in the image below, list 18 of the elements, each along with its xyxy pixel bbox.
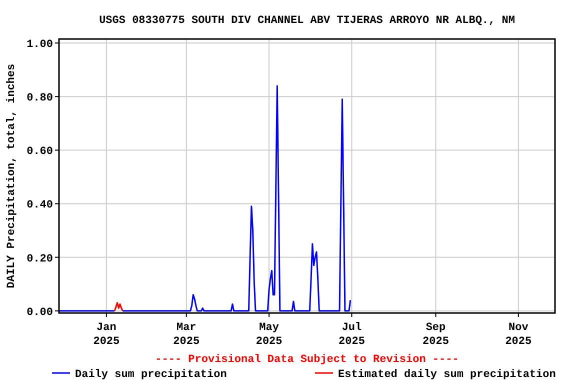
- x-tick-label: Nov 2025: [505, 322, 532, 348]
- y-tick-label: 0.80: [26, 92, 53, 105]
- line-series: [114, 302, 124, 312]
- y-tick-label: 1.00: [26, 39, 53, 52]
- text: ---- Provisional Data Subject to Revision ----: [155, 354, 459, 366]
- x-tick-label: May 2025: [256, 322, 283, 348]
- y-tick-label: 0.20: [26, 253, 53, 266]
- legend-label: Daily sum precipitation: [75, 369, 227, 381]
- y-tick-label: 0.60: [26, 146, 53, 158]
- y-axis-title: DAILY Precipitation, total, inches: [6, 64, 18, 288]
- y-tick-label: 0.00: [26, 306, 53, 319]
- x-tick-label: Mar 2025: [173, 322, 200, 348]
- x-tick-label: Sep 2025: [422, 322, 450, 348]
- chart-title: USGS 08330775 SOUTH DIV CHANNEL ABV TIJERAS ARROYO NR ALBQ., NM: [99, 15, 516, 27]
- x-tick-label: Jan 2025: [93, 322, 120, 348]
- x-tick-label: Jul 2025: [338, 322, 366, 348]
- y-tick-label: 0.40: [26, 200, 53, 212]
- legend-label: Estimated daily sum precipitation: [338, 369, 556, 381]
